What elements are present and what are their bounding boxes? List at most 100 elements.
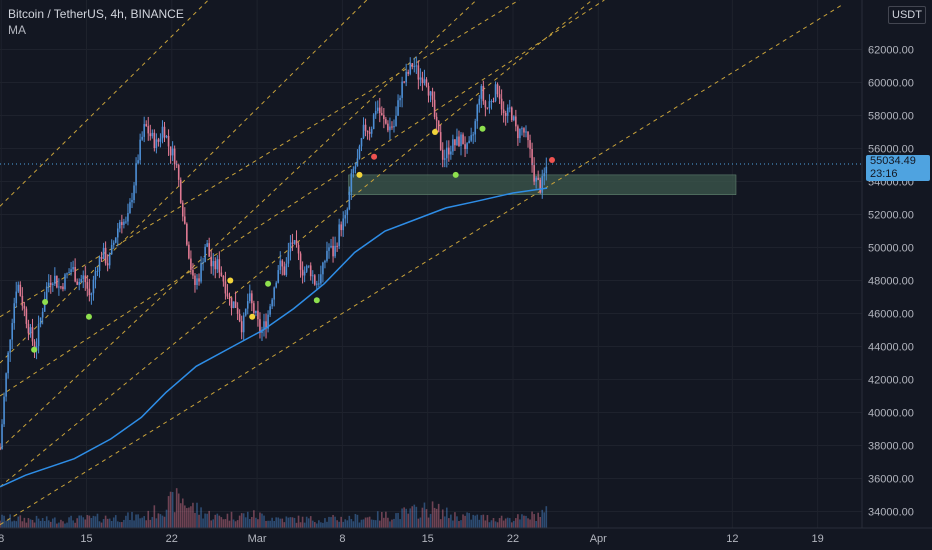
candle-body: [265, 321, 267, 329]
volume-bar: [454, 512, 456, 528]
candle-body: [269, 306, 271, 315]
candle-body: [27, 323, 30, 334]
volume-bar: [356, 514, 359, 528]
chart-legend: Bitcoin / TetherUS, 4h, BINANCE MA: [8, 6, 184, 38]
candle-body: [381, 113, 383, 116]
candle-body: [478, 98, 481, 105]
channel-line: [0, 4, 843, 526]
time-axis[interactable]: 8 15 22 Mar 8 15 22 Apr 12 19: [0, 533, 824, 545]
volume-bar: [504, 518, 507, 528]
indicator-label[interactable]: MA: [8, 23, 26, 37]
candle-body: [129, 202, 131, 214]
candle-body: [541, 176, 544, 193]
price-tick-label: 58000.00: [868, 111, 914, 123]
candle-body: [141, 136, 143, 140]
volume-bar: [328, 516, 330, 528]
candle-body: [90, 293, 93, 296]
candle-body: [78, 282, 81, 285]
candle-body: [401, 81, 403, 98]
volume-bar: [279, 518, 282, 528]
volume-bar: [19, 515, 22, 528]
candle-body: [143, 124, 145, 137]
channel-line: [0, 0, 368, 364]
volume-bar: [244, 517, 247, 528]
volume-bar: [139, 518, 141, 528]
candle-body: [45, 286, 48, 302]
volume-bar: [521, 514, 523, 528]
volume-bar: [513, 520, 515, 528]
volume-bar: [472, 514, 474, 528]
volume-bar: [64, 523, 66, 528]
candle-body: [159, 138, 162, 142]
candle-body: [344, 215, 347, 219]
volume-bar: [220, 517, 223, 528]
symbol-title[interactable]: Bitcoin / TetherUS, 4h, BINANCE: [8, 7, 184, 21]
candle-body: [56, 275, 58, 288]
candle-body: [181, 202, 184, 217]
candle-body: [456, 136, 458, 146]
candle-body: [259, 319, 261, 333]
volume-bar: [15, 521, 18, 528]
candle-body: [533, 165, 535, 182]
time-tick-label: 8: [339, 533, 345, 545]
candle-body: [52, 283, 54, 285]
volume-bar: [427, 517, 430, 528]
candle-body: [232, 301, 235, 309]
candle-body: [517, 126, 519, 139]
candle-body: [494, 84, 497, 102]
volume-bar: [311, 520, 314, 528]
volume-bar: [90, 518, 93, 528]
volume-bar: [523, 515, 525, 528]
volume-bar: [510, 522, 513, 528]
candle-body: [346, 209, 349, 216]
candle-body: [454, 139, 456, 146]
candle-body: [157, 139, 160, 142]
volume-bar: [214, 514, 217, 528]
candle-body: [84, 275, 87, 283]
volume-bar: [500, 515, 503, 528]
candle-body: [123, 221, 125, 225]
volume-bar: [285, 516, 288, 528]
candle-body: [458, 136, 460, 147]
candle-body: [515, 116, 517, 127]
candle-body: [482, 86, 485, 102]
volume-bar: [39, 520, 42, 528]
volume-bar: [49, 521, 52, 528]
candle-body: [443, 158, 446, 160]
candle-body: [468, 140, 470, 144]
volume-bar: [462, 514, 464, 528]
volume-bar: [435, 508, 438, 528]
candle-body: [385, 119, 387, 124]
time-tick-label: 8: [0, 533, 4, 545]
volume-bar: [389, 521, 391, 528]
volume-bar: [458, 521, 460, 528]
candle-body: [433, 99, 436, 117]
volume-bar: [460, 520, 462, 528]
time-tick-label: 22: [166, 533, 178, 545]
candle-body: [342, 218, 345, 231]
volume-bar: [9, 514, 11, 528]
volume-bar: [476, 514, 479, 528]
candle-body: [255, 310, 257, 313]
candle-body: [242, 315, 245, 333]
price-axis[interactable]: 34000.00 36000.00 38000.00 40000.00 42000.00…: [868, 45, 914, 519]
candle-body: [100, 257, 103, 259]
volume-bar: [263, 515, 265, 528]
volume-bar: [429, 513, 432, 528]
volume-bar: [362, 519, 365, 528]
candle-body: [127, 213, 129, 222]
candle-body: [236, 307, 239, 314]
volume-bar: [155, 518, 158, 528]
candle-body: [155, 139, 158, 149]
volume-bar: [242, 513, 245, 528]
volume-bar: [106, 518, 109, 528]
volume-bar: [506, 517, 509, 528]
volume-bar: [66, 522, 68, 528]
currency-badge[interactable]: USDT: [888, 6, 926, 24]
volume-bar: [238, 515, 241, 528]
volume-bar: [313, 522, 316, 528]
volume-bar: [21, 521, 24, 528]
candle-body: [37, 324, 40, 346]
volume-bar: [94, 516, 97, 528]
